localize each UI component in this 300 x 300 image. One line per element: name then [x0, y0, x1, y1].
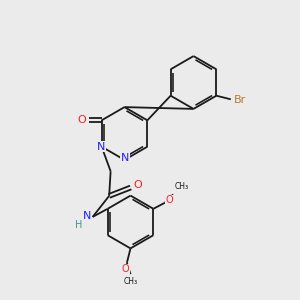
Text: N: N [121, 153, 130, 164]
Text: H: H [75, 220, 83, 230]
Text: O: O [166, 195, 173, 206]
Text: O: O [122, 264, 130, 274]
Text: CH₃: CH₃ [124, 277, 138, 286]
Text: N: N [97, 142, 105, 152]
Text: N: N [82, 211, 91, 221]
Text: O: O [133, 180, 142, 190]
Text: CH₃: CH₃ [174, 182, 188, 191]
Text: O: O [78, 115, 86, 125]
Text: Br: Br [234, 95, 246, 105]
